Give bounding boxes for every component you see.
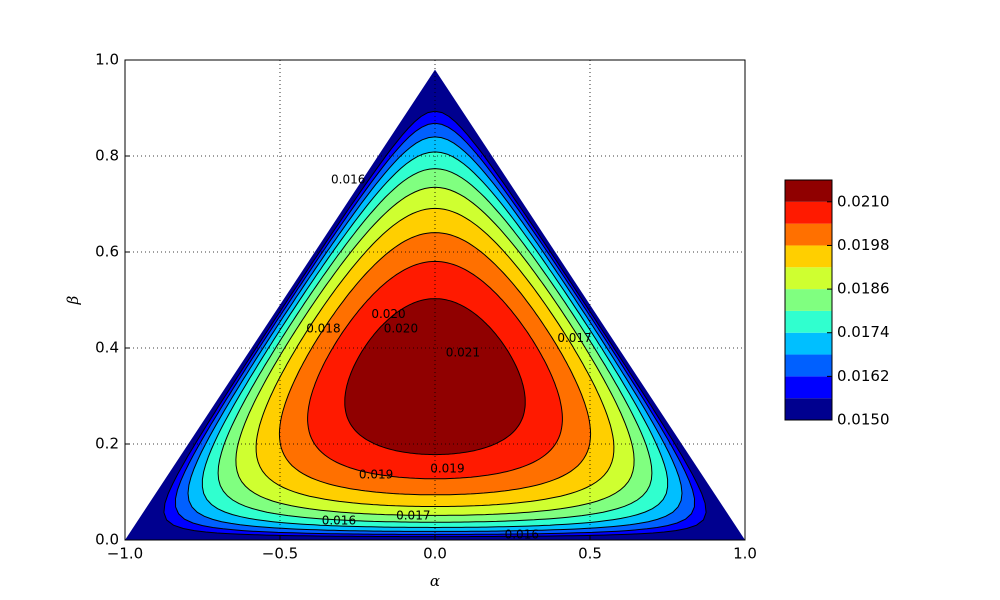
contour-label: 0.019 — [359, 468, 393, 482]
colorbar-tick-label: 0.0210 — [837, 192, 890, 210]
colorbar-band — [785, 245, 832, 268]
y-tick-label: 0.2 — [95, 435, 119, 453]
contour-label: 0.016 — [322, 513, 356, 527]
contour-label: 0.017 — [396, 509, 430, 523]
colorbar-band — [785, 223, 832, 246]
contour-label: 0.016 — [505, 528, 539, 542]
colorbar-band — [785, 332, 832, 355]
plot-frame — [124, 59, 746, 541]
colorbar-band — [785, 289, 832, 311]
contour-label: 0.018 — [306, 321, 340, 335]
colorbar-frame — [784, 179, 833, 421]
x-axis-label: α — [430, 572, 440, 590]
colorbar-band — [785, 267, 832, 290]
y-tick-label: 0.4 — [95, 339, 119, 357]
y-tick-label: 0.0 — [95, 531, 119, 549]
y-axis-label: β — [64, 295, 82, 305]
x-tick-label: 0.5 — [578, 545, 602, 563]
colorbar-band — [785, 354, 832, 377]
x-tick-label: 0.0 — [423, 545, 447, 563]
colorbar-band — [785, 376, 832, 399]
colorbar-band — [785, 310, 832, 333]
contour-label: 0.019 — [430, 461, 464, 475]
contour-label: 0.020 — [384, 321, 418, 335]
colorbar-band — [785, 180, 832, 202]
contour-label: 0.016 — [331, 173, 365, 187]
contour-label: 0.021 — [446, 345, 480, 359]
contour-label: 0.017 — [557, 331, 591, 345]
x-tick-label: 1.0 — [733, 545, 757, 563]
x-tick-label: −0.5 — [262, 545, 298, 563]
colorbar-tick-label: 0.0198 — [837, 236, 890, 254]
y-tick-label: 0.6 — [95, 243, 119, 261]
x-tick-label: −1.0 — [107, 545, 143, 563]
contour-label: 0.020 — [371, 307, 405, 321]
colorbar-tick-label: 0.0162 — [837, 367, 890, 385]
y-tick-label: 1.0 — [95, 51, 119, 69]
colorbar-tick-label: 0.0174 — [837, 323, 890, 341]
y-tick-label: 0.8 — [95, 147, 119, 165]
colorbar-tick-label: 0.0186 — [837, 280, 890, 298]
colorbar-band — [785, 201, 832, 224]
colorbar-band — [785, 398, 832, 420]
colorbar-tick-label: 0.0150 — [837, 411, 890, 429]
